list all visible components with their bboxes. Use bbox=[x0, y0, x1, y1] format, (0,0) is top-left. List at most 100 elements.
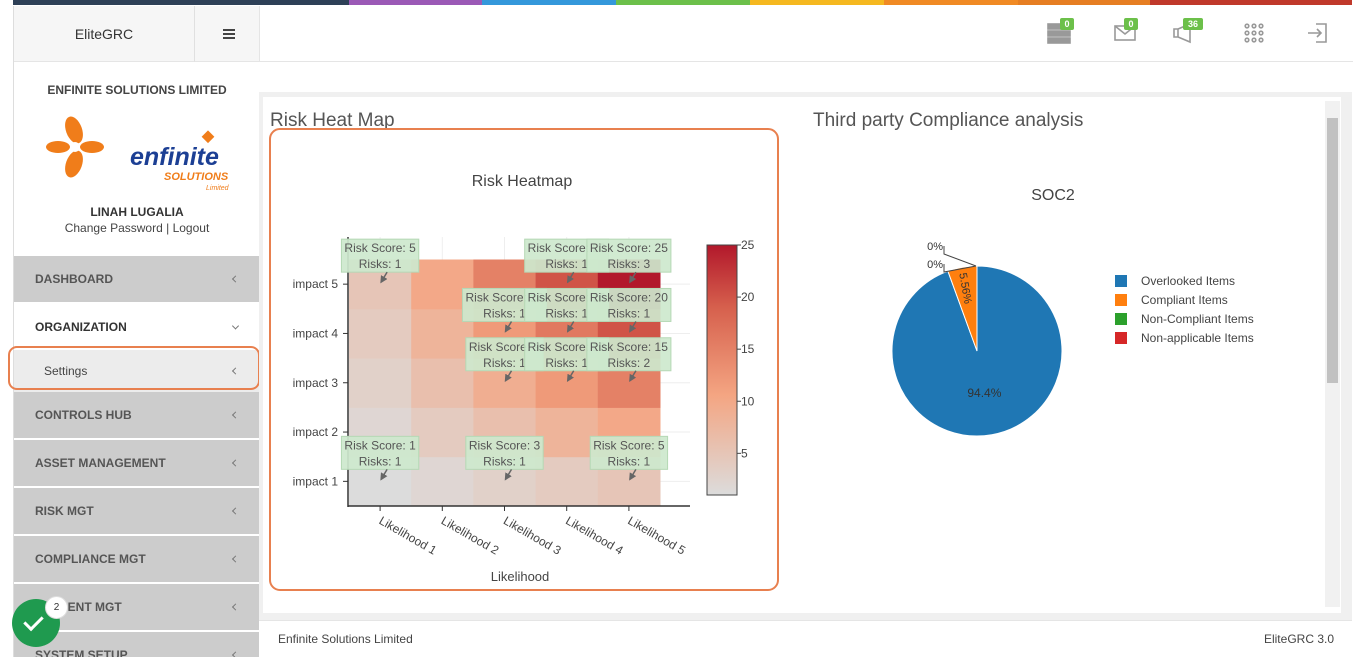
colorbar-tick-label: 25 bbox=[741, 238, 755, 252]
annotation: Risk Score: 5 Risks: 1 bbox=[340, 238, 420, 284]
apps-icon[interactable] bbox=[1244, 23, 1264, 43]
header-icons: 0 0 36 bbox=[1047, 18, 1327, 44]
submenu-item[interactable]: Settings bbox=[14, 350, 260, 392]
menu-item[interactable]: ORGANIZATION bbox=[14, 304, 260, 350]
chart-title: Risk Heatmap bbox=[472, 173, 573, 190]
annotation-arrow bbox=[566, 321, 575, 333]
annotation-box bbox=[340, 238, 420, 273]
color-strip bbox=[13, 0, 1352, 5]
annotation: Risk Score: 25 Risks: 3 bbox=[586, 238, 672, 284]
scrollbar[interactable] bbox=[1325, 101, 1340, 607]
annotation-arrow bbox=[629, 468, 637, 481]
logout-icon[interactable] bbox=[1308, 23, 1327, 43]
annotation-box bbox=[340, 435, 420, 470]
legend-swatch bbox=[1115, 313, 1127, 325]
heat-cell bbox=[411, 456, 474, 507]
annotation-text: Risks: 1 bbox=[483, 306, 526, 320]
change-password-link[interactable]: Change Password bbox=[64, 221, 163, 235]
annotation-text: Risk Score: 1 bbox=[344, 438, 416, 452]
annotation-text: Risk Score: 15 bbox=[590, 340, 668, 354]
menu-item[interactable]: CONTROLS HUB bbox=[14, 392, 260, 438]
annotation-text: Risk Score: 20 bbox=[590, 290, 668, 304]
annotation-text: Risk Score: 5 bbox=[344, 241, 416, 255]
colorbar bbox=[706, 244, 738, 496]
annotation-text: Risk Score: 5 bbox=[593, 438, 665, 452]
legend-label: Non-applicable Items bbox=[1141, 331, 1254, 345]
menu-item[interactable]: COMPLIANCE MGT bbox=[14, 536, 260, 582]
annotation-box bbox=[586, 337, 672, 372]
annotation-text: Risks: 1 bbox=[545, 356, 588, 370]
logo-name: enfinite bbox=[130, 143, 219, 171]
annotation-text: Risks: 1 bbox=[359, 257, 402, 271]
footer: Enfinite Solutions Limited EliteGRC 3.0 bbox=[259, 620, 1352, 658]
user-name: LINAH LUGALIA bbox=[90, 205, 184, 219]
separator: | bbox=[166, 221, 170, 235]
annotation-arrow bbox=[380, 468, 388, 481]
x-tick-label: Likelihood 1 bbox=[377, 513, 440, 557]
heat-cell bbox=[535, 456, 599, 507]
chart-title: SOC2 bbox=[1031, 187, 1075, 204]
annotation-text: Risk Score: 9 bbox=[469, 340, 541, 354]
annotation-arrow bbox=[629, 370, 637, 383]
annotation-text: Risks: 1 bbox=[545, 306, 588, 320]
y-tick-label: impact 2 bbox=[293, 425, 339, 439]
footer-left: Enfinite Solutions Limited bbox=[278, 632, 413, 646]
menu-item[interactable]: DASHBOARD bbox=[14, 256, 260, 302]
heat-cell bbox=[411, 358, 474, 408]
legend-label: Non-Compliant Items bbox=[1141, 312, 1254, 326]
annotation-text: Risks: 1 bbox=[545, 257, 588, 271]
annotation-text: Risk Score: 25 bbox=[590, 241, 668, 255]
company-name: ENFINITE SOLUTIONS LIMITED bbox=[47, 83, 227, 97]
header bbox=[259, 6, 1353, 62]
pie-label: 94.4% bbox=[967, 386, 1001, 400]
x-tick-label: Likelihood 5 bbox=[625, 513, 688, 557]
heat-cell bbox=[535, 407, 599, 458]
colorbar-tick-label: 5 bbox=[741, 446, 748, 460]
user-links: Change Password | Logout bbox=[14, 221, 260, 235]
panel-title: Third party Compliance analysis bbox=[813, 110, 1083, 131]
annotation: Risk Score: 15 Risks: 2 bbox=[586, 337, 672, 383]
pie-label: 5.56% bbox=[956, 272, 973, 305]
annotation-text: Risks: 3 bbox=[608, 257, 651, 271]
annotation-text: Risks: 1 bbox=[608, 454, 651, 468]
y-tick-label: impact 3 bbox=[293, 376, 339, 390]
badge: 0 bbox=[1128, 19, 1133, 29]
annotation-box bbox=[589, 435, 669, 470]
heat-cell bbox=[411, 407, 474, 458]
menu-item[interactable]: ASSET MANAGEMENT bbox=[14, 440, 260, 486]
annotation: Risk Score: 20 Risks: 1 bbox=[586, 287, 672, 333]
legend-swatch bbox=[1115, 332, 1127, 344]
heat-cell bbox=[349, 358, 412, 408]
hamburger[interactable] bbox=[194, 6, 260, 62]
annotation-arrow bbox=[566, 370, 575, 383]
x-tick-label: Likelihood 3 bbox=[501, 513, 564, 557]
annotation-text: Risks: 2 bbox=[608, 356, 651, 370]
legend-swatch bbox=[1115, 275, 1127, 287]
badge-bg bbox=[1183, 18, 1203, 30]
heat-cell bbox=[349, 308, 412, 359]
annotation-arrow bbox=[504, 370, 513, 383]
colorbar-tick-label: 15 bbox=[741, 342, 755, 356]
legend-swatch bbox=[1115, 294, 1127, 306]
legend-label: Compliant Items bbox=[1141, 293, 1228, 307]
annotation: Risk Score: 3 Risks: 1 bbox=[465, 435, 544, 481]
annotation-arrow bbox=[566, 271, 575, 284]
annotation-text: Risks: 1 bbox=[483, 356, 526, 370]
annotation-arrow bbox=[380, 271, 388, 284]
logo-line3: Limited bbox=[206, 185, 230, 192]
menu-item[interactable]: RISK MGT bbox=[14, 488, 260, 534]
annotation-arrow bbox=[504, 468, 513, 481]
annotation-arrow bbox=[504, 321, 513, 333]
x-tick-label: Likelihood 2 bbox=[439, 513, 502, 557]
pie-label-line bbox=[943, 246, 977, 267]
badge: 36 bbox=[1188, 19, 1198, 29]
y-tick-label: impact 4 bbox=[293, 326, 339, 340]
panel-title: Risk Heat Map bbox=[270, 110, 395, 131]
badge-bg bbox=[1060, 18, 1074, 30]
logout-link[interactable]: Logout bbox=[172, 221, 210, 235]
pie-label: 0% bbox=[927, 259, 943, 271]
colorbar-tick-label: 20 bbox=[741, 290, 755, 304]
annotation-text: Risks: 1 bbox=[483, 454, 526, 468]
brand[interactable]: EliteGRC bbox=[14, 6, 194, 62]
